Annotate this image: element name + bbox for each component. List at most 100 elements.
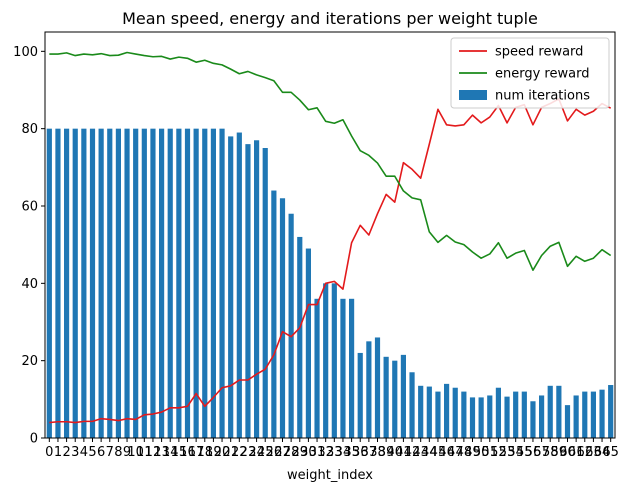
x-tick-label-45: 45 xyxy=(430,445,447,460)
x-tick-label-53: 53 xyxy=(499,445,516,460)
bar-56 xyxy=(530,401,536,438)
bar-26 xyxy=(271,190,277,438)
y-tick-label-20: 20 xyxy=(21,354,38,369)
energy-reward-line xyxy=(49,51,612,271)
x-tick-label-36: 36 xyxy=(352,445,369,460)
bar-5 xyxy=(89,128,96,438)
bar-54 xyxy=(513,391,519,438)
x-tick-label-50: 50 xyxy=(473,445,490,460)
x-tick-label-63: 63 xyxy=(585,445,602,460)
x-tick-label-52: 52 xyxy=(490,445,507,460)
legend-label-num-iterations: num iterations xyxy=(495,89,590,104)
bar-38 xyxy=(374,337,381,438)
x-tick-label-32: 32 xyxy=(317,445,334,460)
bar-21 xyxy=(228,136,234,438)
bar-32 xyxy=(323,283,329,438)
x-tick-label-18: 18 xyxy=(196,445,213,460)
x-tick-label-27: 27 xyxy=(274,445,291,460)
bar-55 xyxy=(521,391,527,438)
bar-1 xyxy=(55,128,61,438)
x-tick-label-23: 23 xyxy=(240,445,257,460)
bar-39 xyxy=(383,356,389,438)
bar-33 xyxy=(331,283,337,438)
bar-59 xyxy=(556,385,562,438)
x-axis-label: weight_index xyxy=(287,468,373,483)
x-tick-label-55: 55 xyxy=(516,445,533,460)
x-tick-label-31: 31 xyxy=(309,445,326,460)
x-tick-label-6: 6 xyxy=(97,445,105,460)
x-tick-label-58: 58 xyxy=(542,445,559,460)
bar-31 xyxy=(314,298,320,438)
x-tick-label-44: 44 xyxy=(421,445,438,460)
bar-35 xyxy=(349,298,355,438)
bar-60 xyxy=(564,405,571,438)
x-tick-label-38: 38 xyxy=(369,445,386,460)
x-tick-label-13: 13 xyxy=(153,445,170,460)
x-tick-label-60: 60 xyxy=(559,445,576,460)
x-tick-label-12: 12 xyxy=(145,445,162,460)
x-tick-label-49: 49 xyxy=(464,445,481,460)
bar-20 xyxy=(219,128,225,438)
bar-18 xyxy=(202,128,208,438)
bar-10 xyxy=(133,128,139,438)
x-tick-label-14: 14 xyxy=(162,445,179,460)
y-tick-label-0: 0 xyxy=(30,432,38,447)
bar-16 xyxy=(184,128,191,438)
x-tick-label-48: 48 xyxy=(456,445,473,460)
bar-61 xyxy=(573,395,579,438)
x-tick-label-42: 42 xyxy=(404,445,421,460)
x-tick-label-34: 34 xyxy=(335,445,352,460)
bar-51 xyxy=(487,395,493,438)
x-tick-label-56: 56 xyxy=(525,445,542,460)
bar-43 xyxy=(418,385,424,438)
x-tick-label-41: 41 xyxy=(395,445,412,460)
x-tick-label-59: 59 xyxy=(551,445,568,460)
x-tick-label-62: 62 xyxy=(576,445,593,460)
x-tick-label-1: 1 xyxy=(54,445,62,460)
bar-34 xyxy=(340,298,346,438)
x-tick-label-2: 2 xyxy=(62,445,70,460)
x-tick-label-51: 51 xyxy=(481,445,498,460)
bar-37 xyxy=(366,341,372,438)
x-tick-label-43: 43 xyxy=(412,445,429,460)
x-tick-label-0: 0 xyxy=(45,445,53,460)
bar-28 xyxy=(288,213,294,438)
bar-58 xyxy=(547,385,553,438)
y-axis: 0 20 40 60 80 100 xyxy=(13,45,45,447)
bar-0 xyxy=(46,128,52,438)
bar-46 xyxy=(444,383,450,438)
bar-47 xyxy=(452,387,458,438)
bar-14 xyxy=(167,128,173,438)
bar-44 xyxy=(426,386,432,438)
x-tick-label-57: 57 xyxy=(533,445,550,460)
bar-8 xyxy=(115,128,121,438)
bar-2 xyxy=(64,128,70,438)
y-tick-label-80: 80 xyxy=(21,122,38,137)
bar-23 xyxy=(245,144,251,438)
bar-6 xyxy=(98,128,104,438)
x-tick-label-47: 47 xyxy=(447,445,464,460)
legend-label-energy-reward: energy reward xyxy=(495,67,589,82)
bar-48 xyxy=(461,391,467,438)
bar-57 xyxy=(539,395,545,438)
bar-45 xyxy=(435,391,441,438)
bar-49 xyxy=(469,397,476,438)
bar-24 xyxy=(254,140,260,438)
bar-19 xyxy=(210,128,216,438)
bar-63 xyxy=(590,391,596,438)
x-tick-label-64: 64 xyxy=(594,445,611,460)
y-tick-label-60: 60 xyxy=(21,200,38,215)
bar-22 xyxy=(236,132,242,439)
bar-30 xyxy=(305,248,311,438)
x-tick-label-33: 33 xyxy=(326,445,343,460)
bar-12 xyxy=(150,128,156,438)
x-tick-label-9: 9 xyxy=(123,445,131,460)
bar-7 xyxy=(107,128,113,438)
x-tick-label-24: 24 xyxy=(248,445,265,460)
x-tick-label-15: 15 xyxy=(171,445,188,460)
bar-4 xyxy=(81,128,87,438)
x-tick-label-28: 28 xyxy=(283,445,300,460)
bar-36 xyxy=(357,352,363,438)
legend: speed reward energy reward num iterations xyxy=(450,37,610,109)
x-tick-label-8: 8 xyxy=(114,445,122,460)
